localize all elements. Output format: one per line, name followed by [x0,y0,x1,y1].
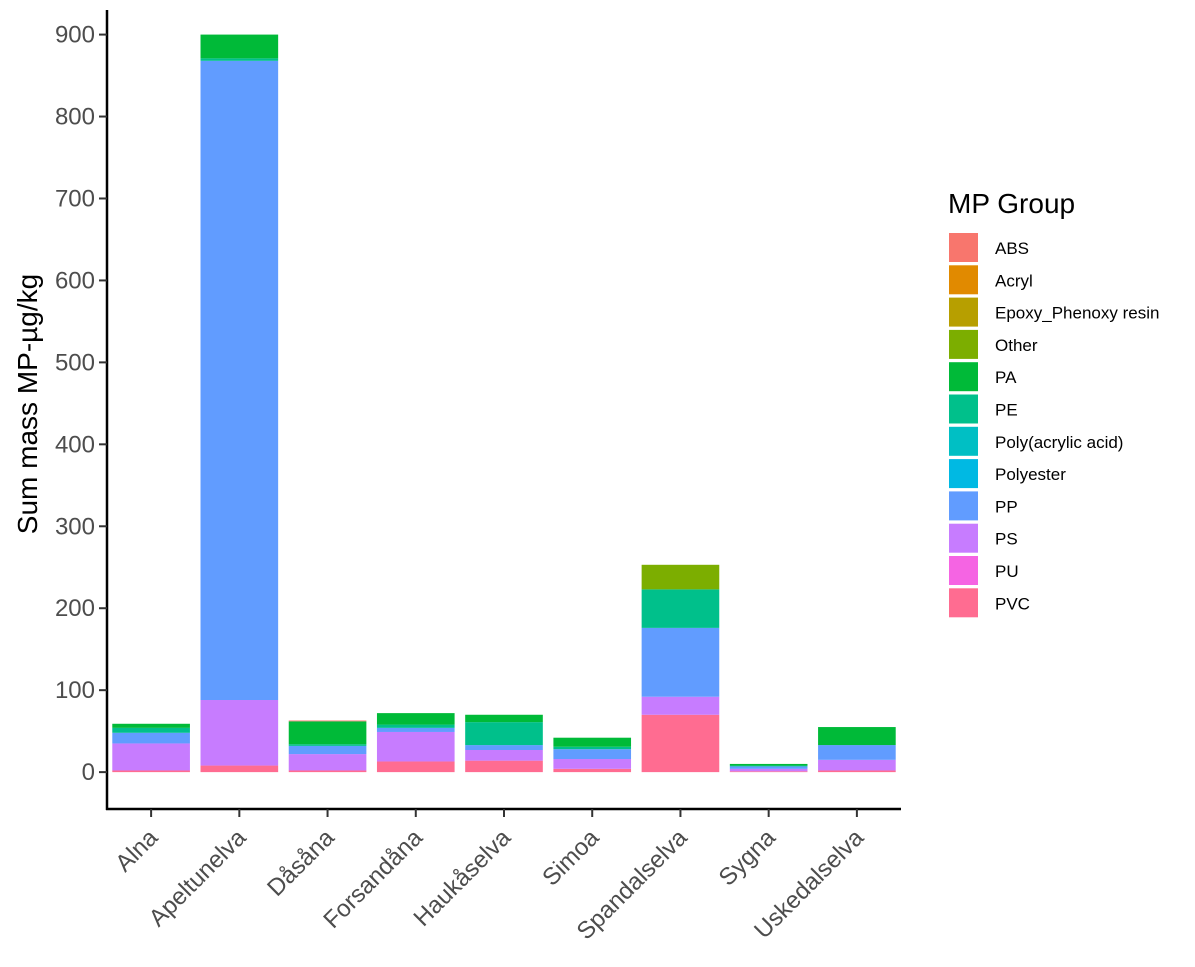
bar-segment [376,761,455,773]
bar-segment [376,731,455,762]
bar-segment [112,723,190,728]
legend-label: PE [995,401,1018,420]
legend-items: ABS Acryl Epoxy_Phenoxy resin Other PA PE Poly… [949,233,1159,618]
y-tick-label: 300 [55,513,95,540]
bar-segment [200,60,279,701]
y-tick-label: 900 [55,22,95,49]
x-tick-label: Simoa [537,824,605,892]
y-tick-label: 800 [55,104,95,131]
bar-segment [553,749,632,760]
legend-swatch [949,297,978,327]
legend-swatch [949,265,978,295]
bar-segment [288,770,367,773]
bar-segment [376,713,455,725]
bar-segment [818,770,896,773]
bar-segment [465,714,543,723]
bar-segment [641,589,720,628]
y-ticks: 0 100 200 300 400 500 600 700 800 900 [55,22,107,786]
bar-segment [818,727,896,746]
bar-segment [818,745,896,760]
legend-label: Poly(acrylic acid) [995,433,1123,452]
legend-label: PVC [995,594,1030,613]
y-tick-label: 500 [55,349,95,376]
legend-swatch [949,426,978,456]
legend-label: Acryl [995,271,1033,290]
bar-segment [112,770,190,773]
bar-segment [729,763,808,766]
bar-segment [112,727,190,733]
bar-segment [200,765,279,773]
y-axis-title: Sum mass MP-µg/kg [12,274,43,534]
y-tick-label: 700 [55,185,95,212]
bar-segment [465,749,543,761]
legend-swatch [949,459,978,489]
bar-segment [200,58,279,61]
x-tick-label: Alna [110,824,164,878]
legend-swatch [949,523,978,553]
legend-title: MP Group [948,188,1075,219]
bar-segment [288,745,367,755]
bar-segment [729,765,808,767]
legend-label: PP [995,497,1018,516]
legend-swatch [949,588,978,618]
legend-label: PA [995,368,1017,387]
bar-segment [376,724,455,728]
bar-segment [112,743,190,771]
bar-segment [288,744,367,746]
legend-label: ABS [995,239,1029,258]
y-tick-label: 200 [55,595,95,622]
x-tick-label: Dåsåna [262,824,340,902]
legend-label: PS [995,530,1018,549]
bar-segment [288,721,367,745]
legend-swatch [949,329,978,359]
legend-label: Epoxy_Phenoxy resin [995,304,1159,323]
bar-segment [288,720,367,722]
bar-segment [641,564,720,590]
bar-segment [553,759,632,769]
bar-segment [553,746,632,750]
y-tick-label: 400 [55,431,95,458]
bar-segment [641,696,720,715]
legend-label: Polyester [995,465,1066,484]
bar-segment [112,732,190,744]
legend-swatch [949,362,978,392]
bar-segment [729,771,808,773]
bar-segment [465,745,543,750]
bar-segment [288,754,367,771]
legend-label: Other [995,336,1038,355]
legend-swatch [949,394,978,424]
x-tick-label: Sygna [714,824,782,892]
legend-label: PU [995,562,1019,581]
legend: MP Group ABS Acryl Epoxy_Phenoxy resin Othe… [948,188,1159,618]
bar-segment [553,768,632,773]
bar-segment [200,700,279,766]
y-tick-label: 100 [55,677,95,704]
y-tick-label: 600 [55,267,95,294]
bar-segment [553,737,632,747]
legend-swatch [949,491,978,521]
legend-swatch [949,556,978,585]
bar-segment [465,760,543,773]
bar-segment [641,627,720,697]
bar-segment [729,768,808,772]
bar-segment [818,759,896,771]
bar-segment [376,727,455,732]
bar-segment [729,766,808,769]
x-tick-label: Haukåselva [408,824,516,932]
bar-segment [641,714,720,773]
bar-segment [200,34,279,59]
bars-layer [112,34,896,773]
bar-segment [465,722,543,746]
legend-swatch [949,233,978,262]
y-tick-label: 0 [82,759,95,786]
